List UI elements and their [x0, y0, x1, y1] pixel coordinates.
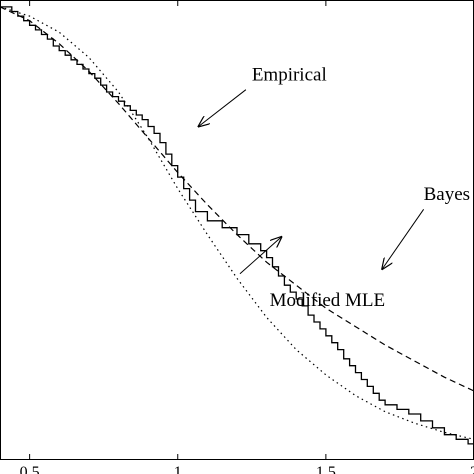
annotation-arrow — [239, 237, 281, 275]
annotation-label: Bayes — [424, 184, 470, 205]
series-line-dashed — [0, 6, 474, 392]
x-tick-label: 0.5 — [20, 464, 40, 474]
annotation-arrow — [382, 209, 425, 269]
series-layer — [0, 6, 474, 447]
series-line-solid-step — [0, 6, 474, 447]
annotation-layer: Empirical Bayes Modified MLE — [198, 65, 470, 311]
annotation-label: Modified MLE — [270, 290, 386, 311]
x-tick-label: 2 — [470, 464, 474, 474]
series-line-dotted — [0, 6, 474, 440]
x-axis-ticks: 0.5 1 1.5 2 — [20, 0, 474, 474]
annotation-label: Empirical — [252, 65, 327, 86]
x-tick-label: 1 — [174, 464, 182, 474]
x-tick-label: 1.5 — [316, 464, 336, 474]
annotation-arrow — [198, 89, 247, 127]
